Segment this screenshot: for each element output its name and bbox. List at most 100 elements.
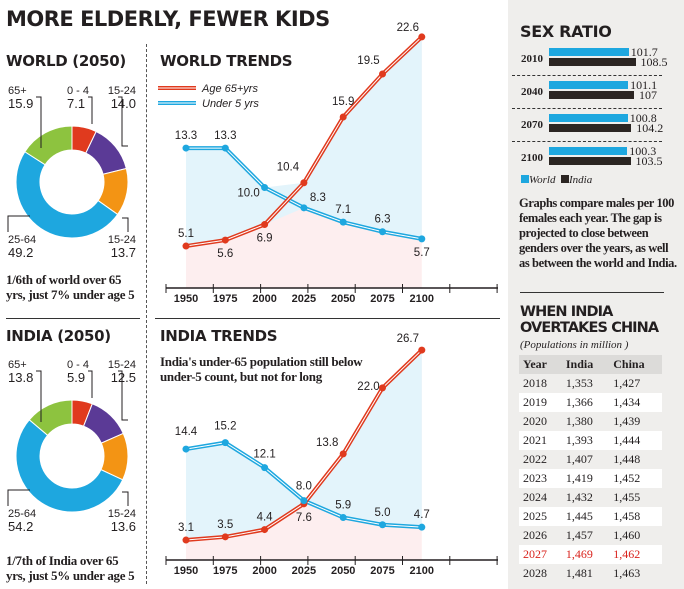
table-row: 2024 1,432 1,455 <box>519 488 662 507</box>
table-cell: 1,455 <box>613 490 641 504</box>
divider <box>512 75 662 76</box>
table-cell: 2018 <box>523 376 547 390</box>
gap-area <box>186 36 422 247</box>
table-row: 2025 1,445 1,458 <box>519 507 662 526</box>
data-label: 15.2 <box>214 421 236 433</box>
leader-line <box>36 96 42 148</box>
leader-line <box>88 370 93 398</box>
col-india: India <box>561 355 610 374</box>
leader-line <box>7 215 30 232</box>
data-label: 3.1 <box>178 522 194 534</box>
sex-ratio-year: 2100 <box>521 152 543 164</box>
table-row: 2026 1,457 1,460 <box>519 526 662 545</box>
data-point <box>379 228 386 236</box>
data-label: 8.0 <box>296 481 312 493</box>
data-label: 8.3 <box>310 192 326 204</box>
data-label: 5.0 <box>375 507 391 519</box>
slice-value: 15.9 <box>8 96 33 111</box>
x-tick-label: 2050 <box>331 293 355 305</box>
divider <box>155 318 500 319</box>
world-donut-chart: 0 - 47.115-2414.015-2413.725-6449.265+15… <box>7 85 136 260</box>
x-tick-label: 1950 <box>174 293 198 305</box>
data-point <box>300 179 308 187</box>
x-tick-label: 2025 <box>292 565 316 577</box>
data-point <box>379 384 386 392</box>
data-label: 6.9 <box>257 233 273 245</box>
table-cell: 1,445 <box>561 507 610 526</box>
slice-label: 0 - 4 <box>67 359 89 371</box>
table-cell: 1,366 <box>561 393 610 412</box>
x-tick-label: 1975 <box>213 565 237 577</box>
sex-ratio-value: 104.2 <box>636 121 664 135</box>
data-point <box>221 533 229 541</box>
table-cell: 2023 <box>519 469 562 488</box>
col-china: China <box>609 355 662 374</box>
india-caption: 1/7th of India over 65 yrs, just 5% under… <box>6 553 135 583</box>
data-point <box>339 514 347 522</box>
table-cell: 1,439 <box>613 414 641 428</box>
sex-ratio-year: 2040 <box>521 86 543 98</box>
sex-ratio-bar-india <box>549 91 634 99</box>
slice-label: 15-24 <box>108 85 136 97</box>
table-cell: 2024 <box>523 490 547 504</box>
data-point <box>261 221 269 229</box>
slice-value: 14.0 <box>111 96 136 111</box>
page-title: MORE ELDERLY, FEWER KIDS <box>6 7 330 31</box>
x-tick-label: 2075 <box>370 565 394 577</box>
india-swatch-icon <box>561 175 569 183</box>
divider <box>520 292 664 293</box>
world-caption: 1/6th of world over 65 yrs, just 7% under… <box>6 272 135 302</box>
table-title: WHEN INDIA OVERTAKES CHINA <box>520 304 659 336</box>
leader-line <box>7 489 30 506</box>
world-donut-title: WORLD (2050) <box>6 52 126 70</box>
data-label: 7.6 <box>296 512 312 524</box>
data-point <box>339 450 347 458</box>
data-label: 12.1 <box>253 449 275 461</box>
sex-ratio-bar-world <box>549 81 629 89</box>
divider <box>146 44 147 584</box>
sex-ratio-bar-india <box>549 58 636 66</box>
leader-line <box>118 370 128 421</box>
sex-ratio-value: 101.7 <box>630 45 658 59</box>
data-point <box>261 464 269 472</box>
table-cell: 1,419 <box>561 469 610 488</box>
data-label: 10.4 <box>277 162 300 174</box>
table-cell: 1,448 <box>613 452 641 466</box>
sex-ratio-year: 2070 <box>521 119 543 131</box>
table-cell: 2027 <box>519 545 562 564</box>
data-label: 26.7 <box>397 333 419 345</box>
sex-ratio-value: 103.5 <box>635 154 663 168</box>
data-point <box>221 236 229 244</box>
sex-ratio-title: SEX RATIO <box>520 22 612 41</box>
slice-label: 65+ <box>8 85 27 97</box>
data-label: 22.0 <box>357 381 379 393</box>
data-label: 15.9 <box>332 96 354 108</box>
slice-value: 12.5 <box>111 370 136 385</box>
slice-value: 54.2 <box>8 519 33 534</box>
data-label: 3.5 <box>217 519 233 531</box>
table-cell: 2028 <box>523 566 547 580</box>
table-cell: 1,457 <box>565 528 593 542</box>
slice-value: 13.7 <box>111 245 136 260</box>
table-cell: 2019 <box>519 393 562 412</box>
sex-ratio-value: 100.3 <box>629 144 657 158</box>
data-label: 4.7 <box>414 509 430 521</box>
data-label: 5.6 <box>217 248 233 260</box>
table-row: 2019 1,366 1,434 <box>519 393 662 412</box>
data-point <box>300 497 308 505</box>
data-point <box>221 439 229 447</box>
legend-label: Under 5 yrs <box>202 98 259 110</box>
leader-line <box>122 491 129 506</box>
data-label: 14.4 <box>175 426 198 438</box>
slice-value: 13.8 <box>8 370 33 385</box>
table-cell: 1,460 <box>613 528 641 542</box>
slice-value: 5.9 <box>67 370 85 385</box>
slice-value: 13.6 <box>111 519 136 534</box>
table-cell: 1,407 <box>565 452 593 466</box>
slice-label: 25-64 <box>8 508 36 520</box>
data-label: 6.3 <box>375 214 391 226</box>
table-row: 2020 1,380 1,439 <box>519 412 662 431</box>
divider <box>6 318 140 319</box>
table-cell: 1,432 <box>565 490 593 504</box>
data-label: 5.1 <box>178 228 194 240</box>
